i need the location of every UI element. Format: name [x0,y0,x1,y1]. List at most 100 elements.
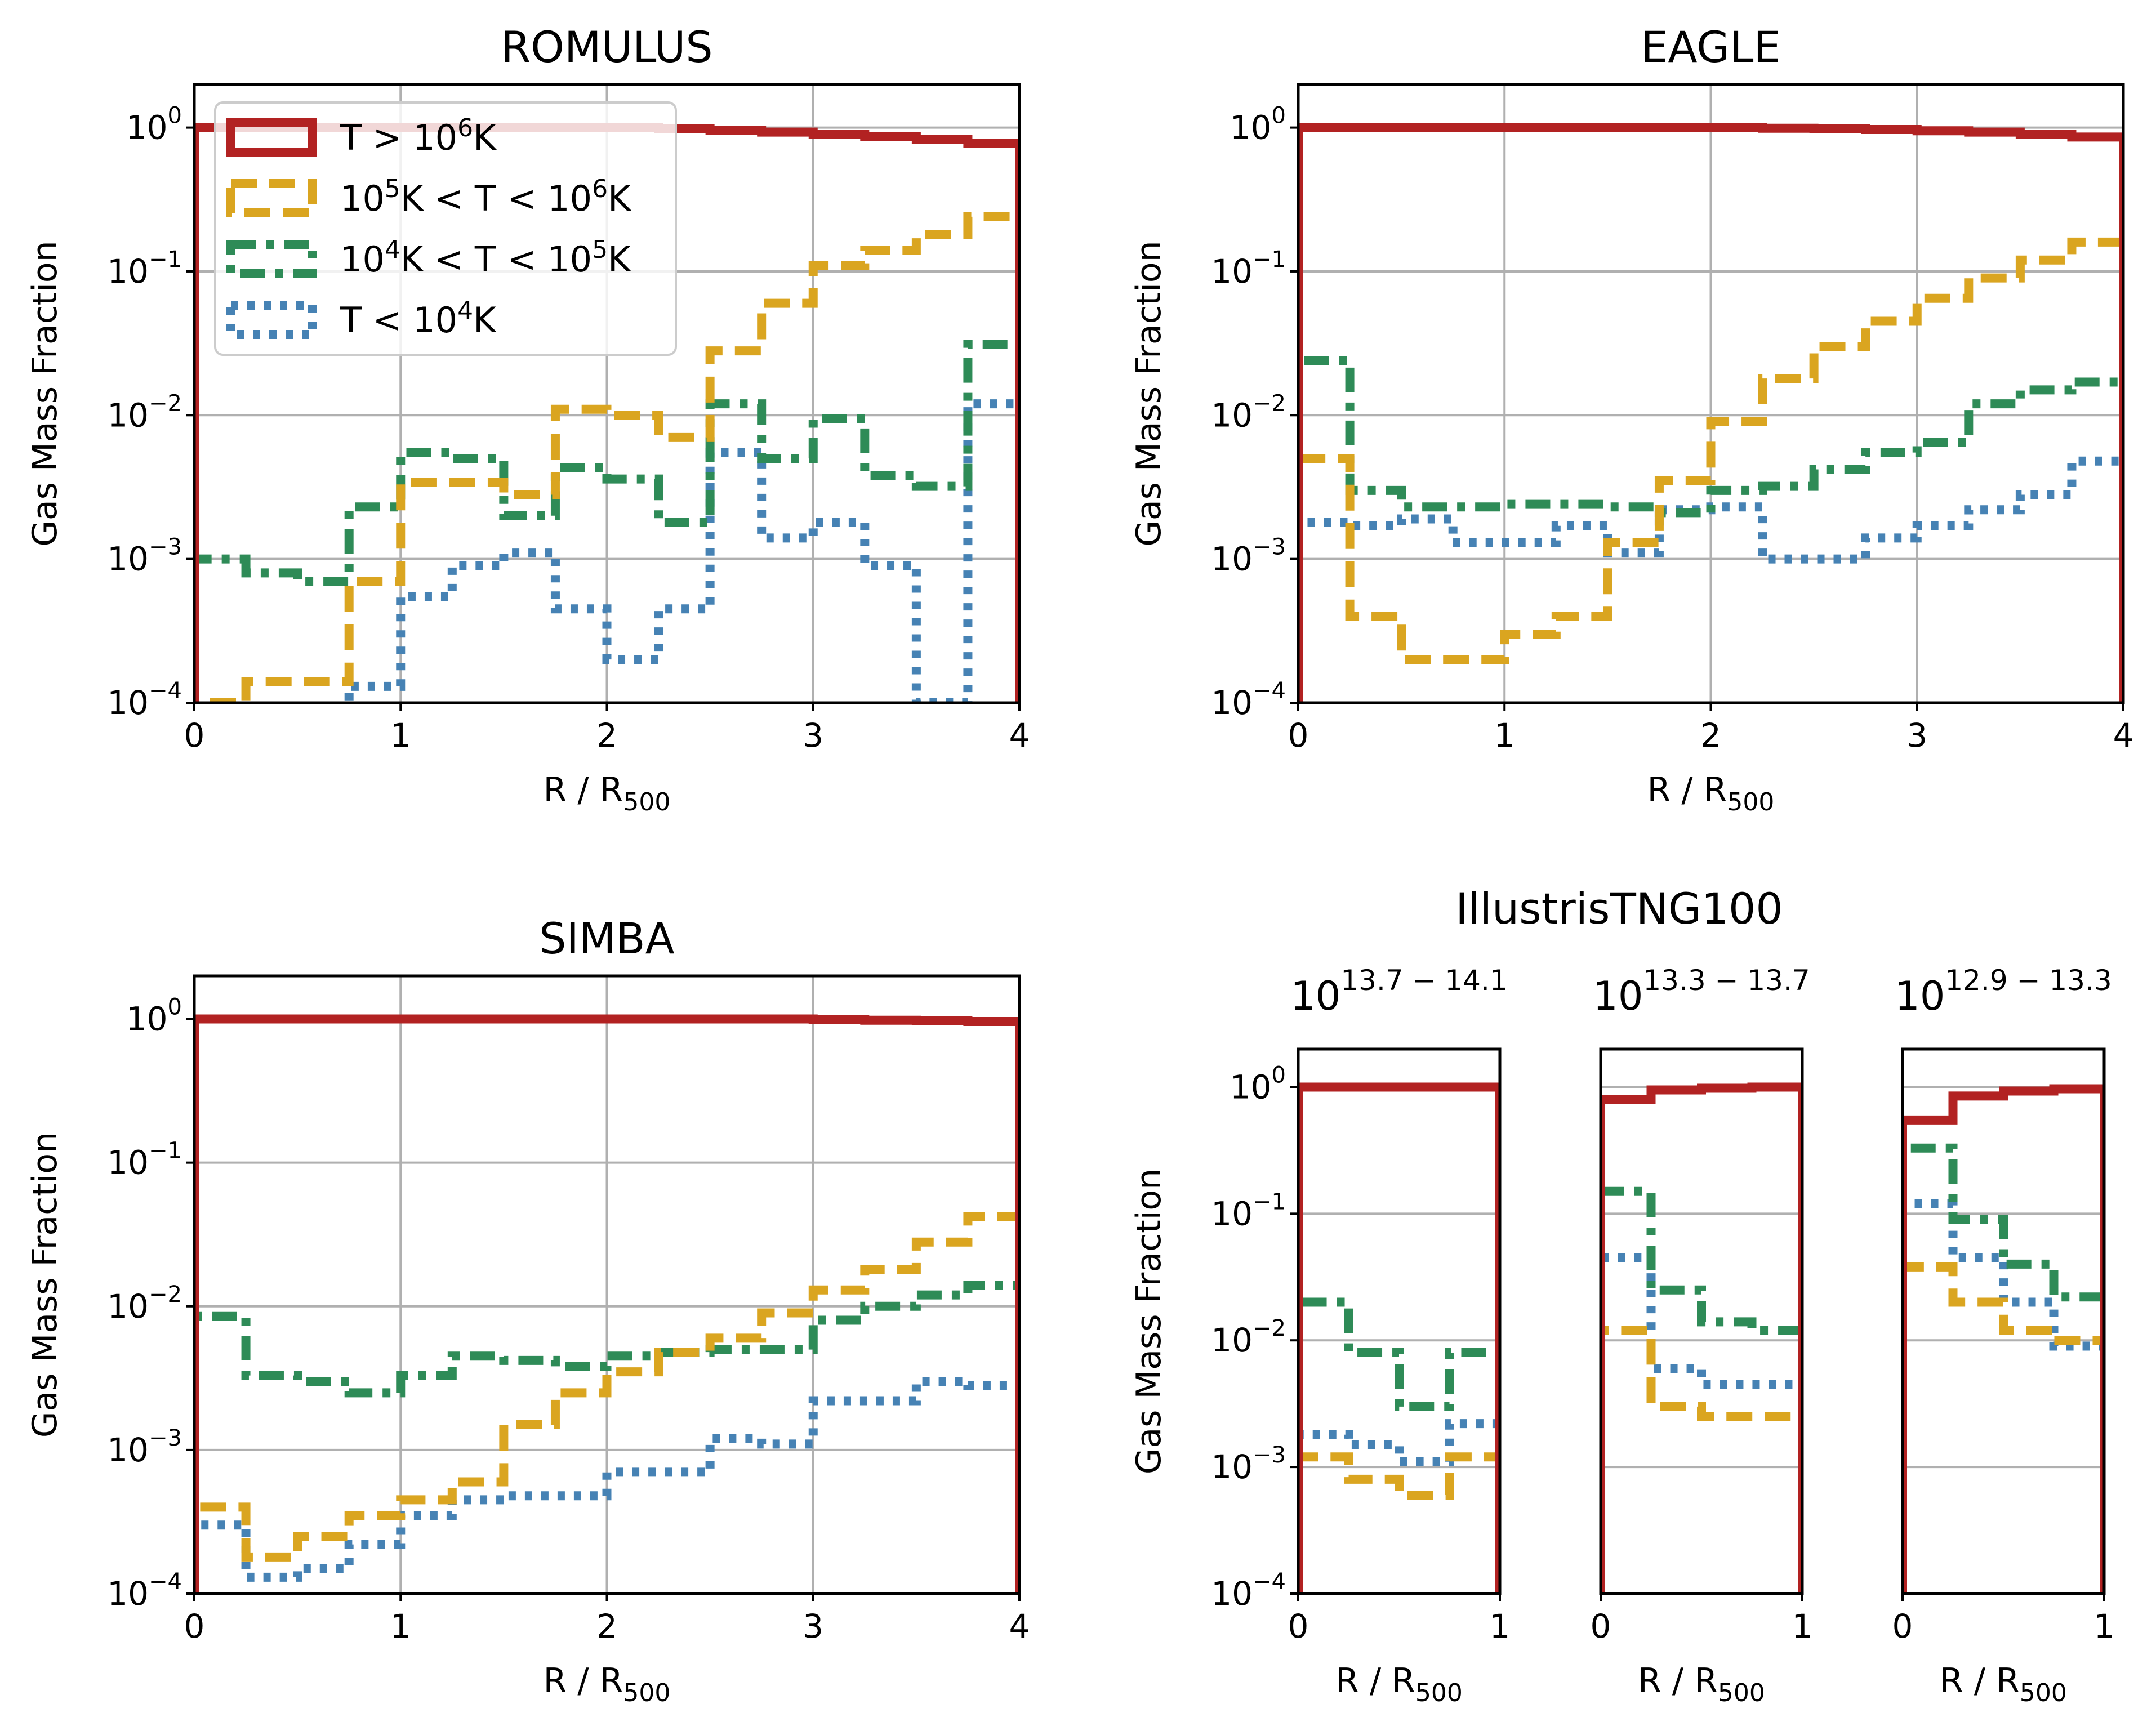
romulus-ytick-label-2-base: 10 [107,396,149,434]
romulus-xtick-label-0: 0 [184,716,205,755]
tng-1-ytick-label-0-exp: 0 [1272,1062,1286,1088]
romulus-ytick-label-0: 100 [126,103,182,147]
legend-label-warm-part-4: K [608,239,631,280]
simba-xtick-label-0: 0 [184,1607,205,1645]
eagle-xlabel: R / R500 [1647,770,1775,817]
tng-3-subtitle-exp: 12.9 − 13.3 [1945,964,2112,997]
tng-1-ytick-label-3: 10−3 [1211,1442,1286,1486]
legend-label-warm-sup-3: 5 [592,235,608,264]
tng-1-ytick-label-1-base: 10 [1211,1194,1253,1233]
tng-1-xlabel-main: R / R [1335,1661,1415,1701]
eagle-ytick-label-4-base: 10 [1211,684,1253,722]
legend-label-cold: T < 104K [340,296,497,341]
tng-1-ytick-label-3-exp: −3 [1253,1442,1286,1468]
tng-3-subtitle: 1012.9 − 13.3 [1895,964,2112,1019]
tng-1-ylabel: Gas Mass Fraction [1129,1168,1169,1474]
tng-1-grid [1297,1049,1501,1595]
romulus-ytick-label-2-exp: −2 [149,390,182,416]
tng-1-ytick-label-4-exp: −4 [1253,1569,1286,1595]
tng-1-ytick-label-2-exp: −2 [1253,1315,1286,1341]
simba-xlabel-sub: 500 [623,1679,670,1707]
eagle-ytick-label-2-exp: −2 [1253,390,1286,416]
tng-1-xtick-label-0: 0 [1288,1607,1309,1645]
legend-handle-warm [226,240,317,278]
simba-title: SIMBA [539,913,674,963]
tng-2-xtick-label-0: 0 [1591,1607,1611,1645]
eagle-ytick-label-1: 10−1 [1211,247,1286,291]
romulus-series-warm [194,340,1019,703]
legend-label-warm: 104K < T < 105K [340,235,631,280]
tng-2-series-warm [1601,1186,1802,1594]
romulus-ytick-label-1-base: 10 [107,252,149,291]
tng-2-subtitle-exp: 13.3 − 13.7 [1643,964,1810,997]
tng-1-ytick-label-3-base: 10 [1211,1448,1253,1486]
tng-2-series [1601,1082,1802,1594]
simba-xtick-label-4: 4 [1009,1607,1030,1645]
romulus-title: ROMULUS [501,22,712,72]
simba-ylabel: Gas Mass Fraction [25,1132,65,1438]
tng-2-panel: 0 1 R / R500 1013.3 − 13.7 [1591,964,1813,1707]
legend-label-hot: T > 106K [340,114,497,158]
legend-label-hot-part-2: K [473,117,497,158]
legend-label-warm-hot: 105K < T < 106K [340,175,631,219]
simba-ytick-label-0-base: 10 [126,1000,168,1038]
eagle-ytick-label-0: 100 [1230,103,1286,147]
tng-1-ytick-label-0-base: 10 [1230,1068,1272,1106]
romulus-ytick-label-1-exp: −1 [149,247,182,273]
eagle-series [1298,123,2123,703]
tng-1-series-warm [1298,1297,1500,1594]
tng-3-series-cold [1903,1199,2104,1594]
tng-2-xtick-label-1: 1 [1792,1607,1813,1645]
eagle-ytick-label-0-base: 10 [1230,109,1272,147]
romulus-ylabel: Gas Mass Fraction [25,240,65,546]
romulus-ytick-label-0-exp: 0 [168,103,182,129]
simba-series-cold [194,1377,1019,1594]
eagle-series-warm [1298,356,2123,703]
simba-ytick-label-0-exp: 0 [168,994,182,1020]
tng-3-xlabel-sub: 500 [2020,1679,2067,1707]
tng-3-series-warm [1903,1143,2104,1594]
simba-ytick-label-2: 10−2 [107,1282,182,1326]
tng-3-frame [1901,1047,2106,1595]
tng-1-frame [1297,1047,1502,1595]
legend-label-cold-part-0: T < 10 [340,300,457,341]
tng-3-series [1903,1084,2104,1594]
legend-box [214,101,677,356]
eagle-xtick-label-0: 0 [1288,716,1309,755]
legend-label-warm-hot-part-0: 10 [340,178,385,219]
eagle-series-warm-hot [1298,237,2123,703]
simba-ytick-label-0: 100 [126,994,182,1038]
eagle-grid [1297,84,2124,704]
tng-3-panel: 0 1 R / R500 1012.9 − 13.3 [1892,964,2115,1707]
simba-ytick-label-1: 10−1 [107,1138,182,1182]
tng-1-ytick-label-0: 100 [1230,1062,1286,1106]
legend-label-warm-part-0: 10 [340,239,385,280]
tng-1-xlabel-sub: 500 [1415,1679,1463,1707]
simba-ytick-label-1-exp: −1 [149,1138,182,1164]
simba-series-hot [194,1014,1019,1594]
simba-series-warm [194,1281,1019,1594]
legend-handle-warm-hot [226,179,317,217]
simba-series [194,1014,1019,1594]
romulus-ytick-label-3: 10−3 [107,534,182,578]
tng-3-series-hot [1903,1084,2104,1594]
eagle-ytick-label-3: 10−3 [1211,534,1286,578]
legend-handle-cold [226,301,317,339]
tng-2-xlabel-sub: 500 [1718,1679,1765,1707]
eagle-ytick-label-1-base: 10 [1211,252,1253,291]
romulus-xtick-label-2: 2 [596,716,617,755]
tng-1-series-warm-hot [1298,1452,1500,1594]
tng-1-subtitle-base: 10 [1290,973,1340,1019]
romulus-ytick-label-3-exp: −3 [149,534,182,560]
simba-ytick-label-3: 10−3 [107,1425,182,1469]
romulus-xtick-label-4: 4 [1009,716,1030,755]
simba-xlabel-main: R / R [544,1661,623,1701]
simba-ytick-label-1-base: 10 [107,1144,149,1182]
romulus-ytick-label-4-base: 10 [107,684,149,722]
tng-1-series [1298,1082,1500,1594]
tng-1-subtitle: 1013.7 − 14.1 [1290,964,1507,1019]
legend-label-cold-sup-1: 4 [457,296,473,325]
